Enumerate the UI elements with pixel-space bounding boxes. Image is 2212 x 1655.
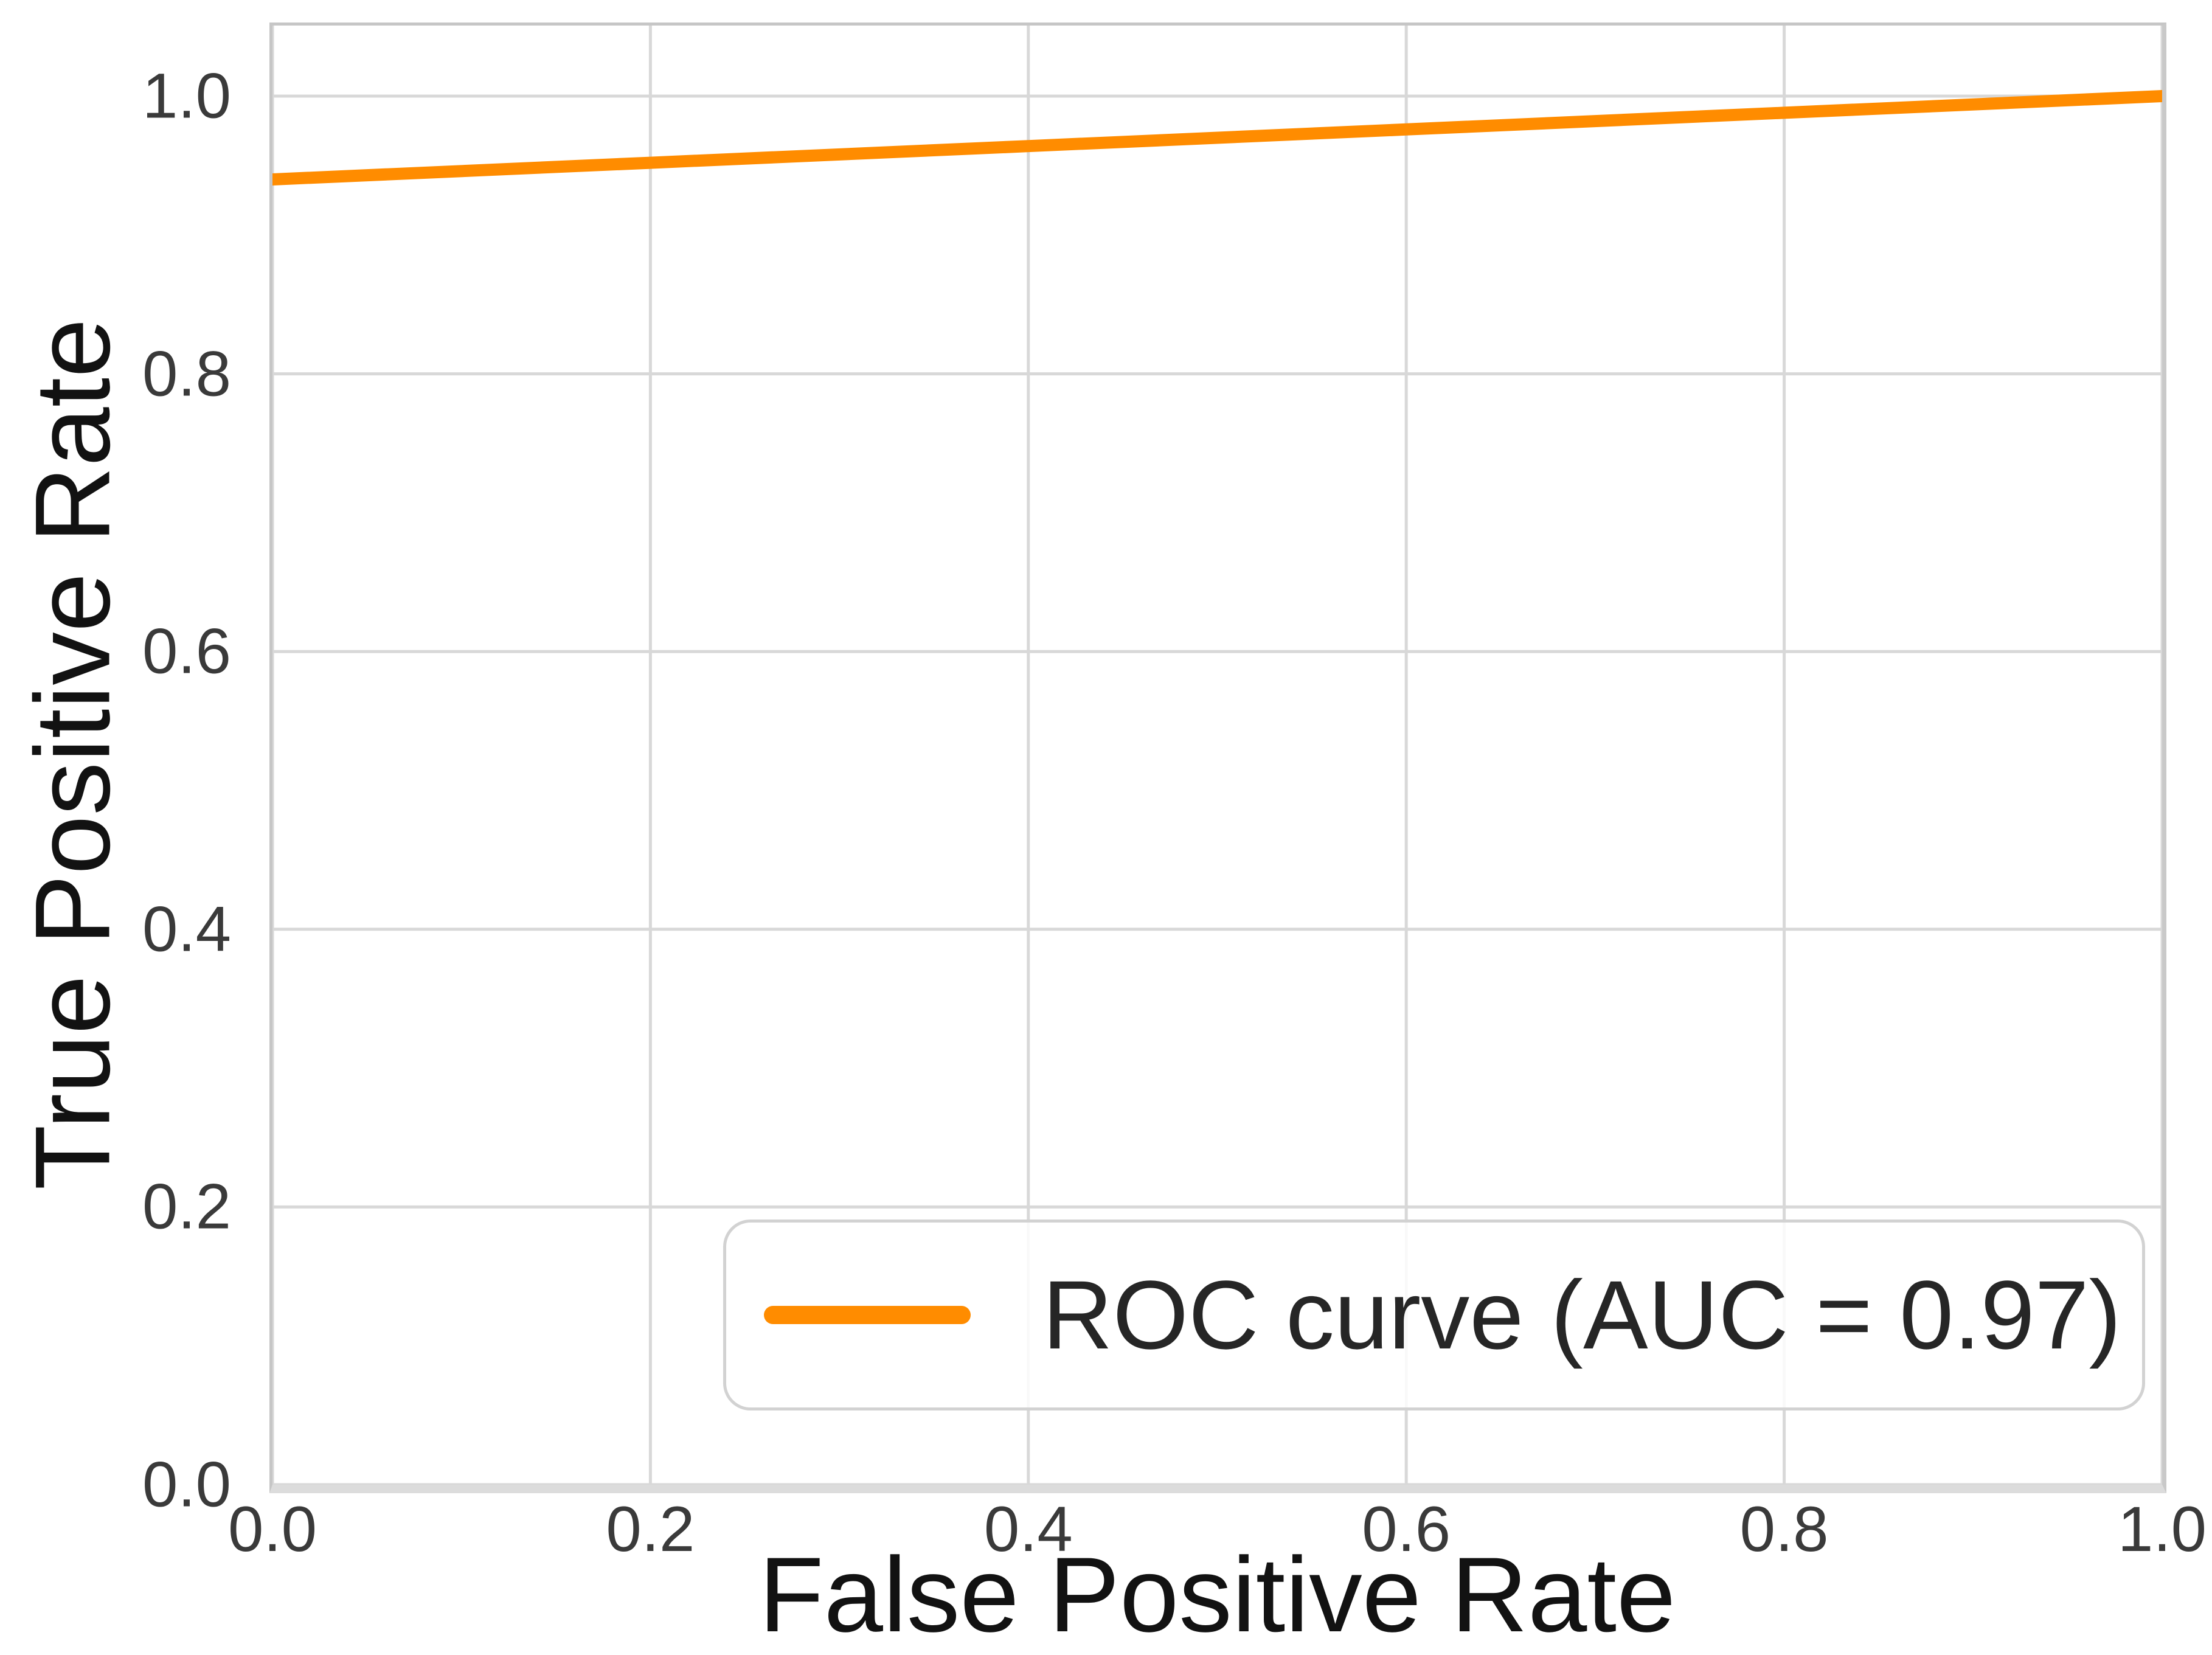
- y-tick-label: 0.4: [142, 893, 231, 965]
- x-tick-label: 0.0: [228, 1494, 317, 1565]
- y-axis-label: True Positive Rate: [13, 318, 133, 1190]
- x-tick-label: 1.0: [2118, 1494, 2207, 1565]
- y-tick-label: 0.2: [142, 1171, 231, 1243]
- legend: ROC curve (AUC = 0.97): [723, 1220, 2145, 1410]
- x-tick-label: 0.8: [1739, 1494, 1829, 1565]
- legend-label: ROC curve (AUC = 0.97): [1042, 1260, 2121, 1369]
- roc-curve-line: [272, 90, 2162, 186]
- x-tick-label: 0.2: [606, 1494, 695, 1565]
- y-tick-label: 0.0: [142, 1449, 231, 1521]
- y-tick-label: 0.6: [142, 616, 231, 687]
- x-axis-label: False Positive Rate: [758, 1536, 1676, 1654]
- y-tick-label: 1.0: [142, 60, 231, 132]
- x-tick-label: 0.4: [983, 1494, 1073, 1565]
- legend-line-sample: [764, 1306, 971, 1324]
- chart-canvas: [272, 26, 2162, 1485]
- x-tick-label: 0.6: [1362, 1494, 1451, 1565]
- y-tick-label: 0.8: [142, 338, 231, 410]
